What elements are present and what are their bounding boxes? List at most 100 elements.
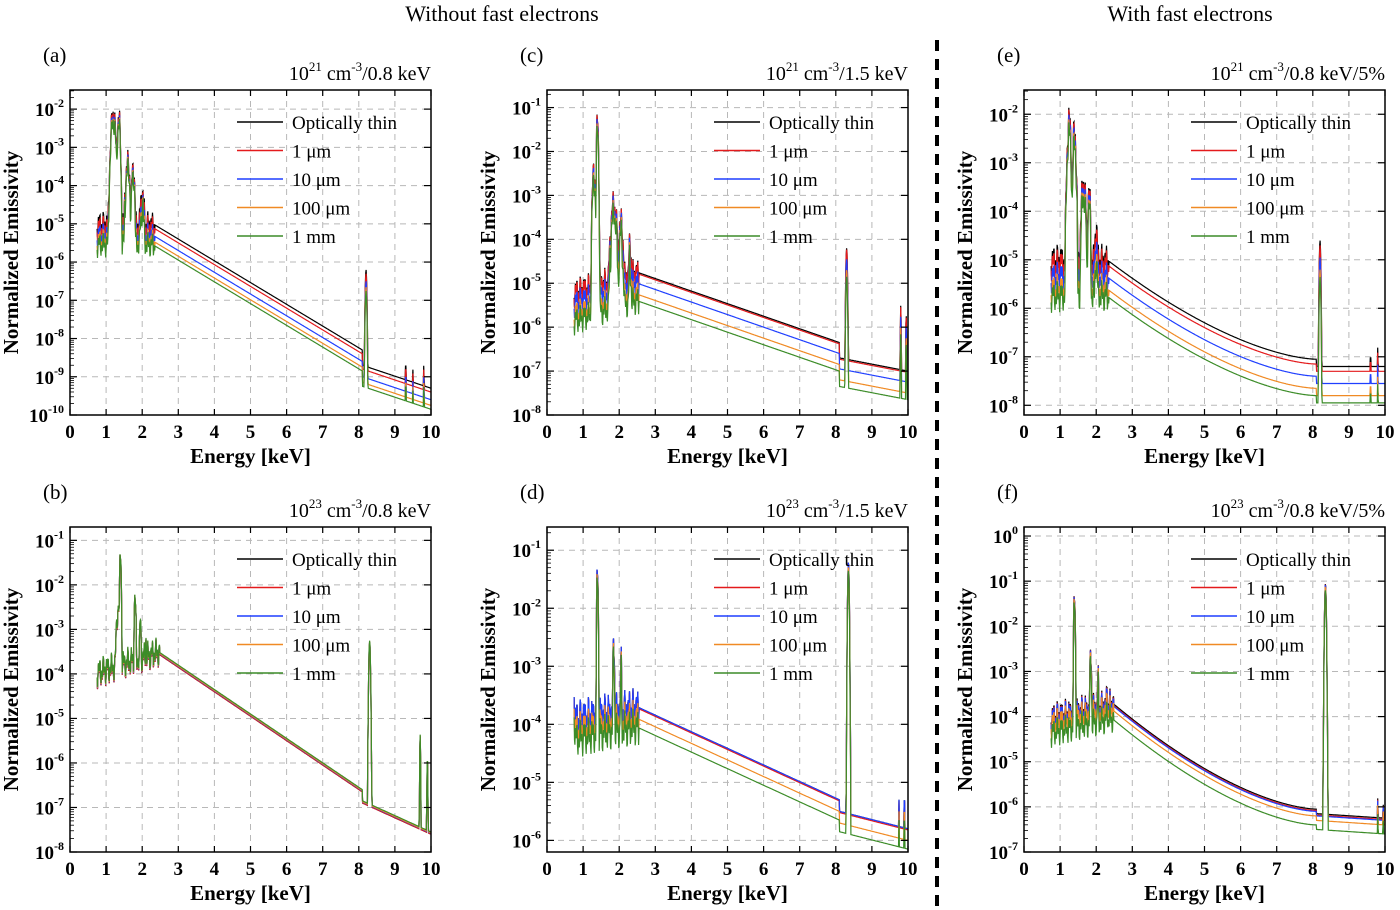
x-tick-label: 4 xyxy=(210,859,220,880)
x-tick-label: 7 xyxy=(318,859,328,880)
y-tick-label: 10-7 xyxy=(989,839,1018,864)
panel-a: 0 1 2 3 4 5 6 7 8 9 10 10-10 10-9 10-8 10-7 10-6 10-5 10-… xyxy=(0,43,441,468)
header-with-fast-electrons: With fast electrons xyxy=(1107,1,1272,26)
y-tick-label: 10-1 xyxy=(989,568,1018,593)
x-tick-label: 6 xyxy=(282,859,292,880)
legend: Optically thin 1 μm 10 μm 100 μm 1 mm xyxy=(714,113,875,248)
series-line-1 xyxy=(573,115,908,373)
x-tick-label: 3 xyxy=(651,859,661,880)
x-tick-label: 7 xyxy=(795,859,805,880)
y-tick-label: 10-2 xyxy=(989,613,1018,638)
series-line-0 xyxy=(96,110,431,389)
legend-item: 1 μm xyxy=(292,579,331,600)
x-tick-label: 6 xyxy=(282,422,292,443)
x-tick-label: 1 xyxy=(578,859,588,880)
y-tick-label: 10-5 xyxy=(35,211,64,236)
series-line-0 xyxy=(1050,107,1385,368)
y-tick-label: 10-6 xyxy=(989,794,1018,819)
x-tick-label: 8 xyxy=(831,859,841,880)
x-tick-label: 7 xyxy=(795,422,805,443)
legend-item: Optically thin xyxy=(292,113,398,134)
series-group xyxy=(96,110,431,410)
y-tick-label: 10-5 xyxy=(989,749,1018,774)
legend-item: 10 μm xyxy=(1246,607,1295,628)
x-axis-label: Energy [keV] xyxy=(190,444,311,468)
x-tick-label: 6 xyxy=(1236,859,1246,880)
series-line-3 xyxy=(573,567,908,841)
y-tick-label: 10-9 xyxy=(35,364,64,389)
x-tick-label: 0 xyxy=(65,859,75,880)
x-axis-label: Energy [keV] xyxy=(190,881,311,905)
legend-item: 1 mm xyxy=(1246,664,1290,685)
series-group xyxy=(96,554,431,835)
x-tick-label: 5 xyxy=(246,422,256,443)
panel-label: (b) xyxy=(43,480,68,504)
y-tick-label: 10-4 xyxy=(512,711,541,736)
legend-item: 10 μm xyxy=(292,170,341,191)
x-tick-label: 10 xyxy=(899,859,918,880)
legend: Optically thin 1 μm 10 μm 100 μm 1 mm xyxy=(237,550,398,685)
x-axis-label: Energy [keV] xyxy=(667,881,788,905)
x-tick-label: 8 xyxy=(354,859,364,880)
series-group xyxy=(1050,583,1385,835)
y-tick-label: 10-6 xyxy=(35,750,64,775)
legend-item: 1 μm xyxy=(769,579,808,600)
legend-item: 1 mm xyxy=(292,227,336,248)
x-tick-label: 2 xyxy=(614,859,624,880)
x-tick-label: 8 xyxy=(1308,859,1318,880)
legend-item: 1 mm xyxy=(769,664,813,685)
legend-item: 1 μm xyxy=(769,142,808,163)
panel-label: (e) xyxy=(997,43,1020,67)
x-tick-label: 10 xyxy=(422,422,441,443)
y-tick-label: 10-4 xyxy=(35,173,64,198)
series-line-0 xyxy=(96,555,431,835)
y-tick-label: 10-3 xyxy=(35,616,64,641)
series-line-4 xyxy=(96,119,431,410)
panels: 0 1 2 3 4 5 6 7 8 9 1010-1010-910-810-710-610-510-… xyxy=(0,43,1395,905)
y-tick-label: 10-10 xyxy=(29,402,64,427)
x-tick-label: 2 xyxy=(137,422,147,443)
series-line-2 xyxy=(96,115,431,401)
x-tick-label: 10 xyxy=(422,859,441,880)
x-tick-label: 8 xyxy=(1308,422,1318,443)
y-tick-label: 10-8 xyxy=(512,402,541,427)
x-tick-label: 5 xyxy=(1200,422,1210,443)
x-tick-label: 9 xyxy=(1344,859,1354,880)
y-tick-label: 10-8 xyxy=(35,839,64,864)
x-tick-label: 7 xyxy=(1272,859,1282,880)
x-tick-label: 4 xyxy=(687,859,697,880)
series-line-2 xyxy=(573,118,908,383)
y-tick-label: 10-7 xyxy=(35,794,64,819)
x-tick-label: 2 xyxy=(137,859,147,880)
legend: Optically thin 1 μm 10 μm 100 μm 1 mm xyxy=(714,550,875,685)
series-line-2 xyxy=(1050,114,1385,385)
panel-e: 0 1 2 3 4 5 6 7 8 9 10 10-8 10-7 10-6 10-5 10-4 10-3 10-2… xyxy=(953,43,1395,468)
x-tick-label: 0 xyxy=(65,422,75,443)
y-tick-label: 10-8 xyxy=(35,326,64,351)
panel-title: 1023 cm-3/1.5 keV xyxy=(766,496,909,522)
legend: Optically thin 1 μm 10 μm 100 μm 1 mm xyxy=(237,113,398,248)
legend-item: Optically thin xyxy=(1246,550,1352,571)
series-line-1 xyxy=(96,555,431,835)
legend-item: 100 μm xyxy=(769,199,827,220)
series-line-2 xyxy=(1050,584,1385,821)
legend-item: Optically thin xyxy=(769,550,875,571)
y-tick-label: 10-6 xyxy=(35,249,64,274)
y-axis-label: Normalized Emissivity xyxy=(0,587,23,791)
y-tick-label: 10-4 xyxy=(989,704,1018,729)
y-tick-label: 10-2 xyxy=(989,101,1018,126)
series-line-0 xyxy=(573,114,908,372)
y-axis-label: Normalized Emissivity xyxy=(0,150,23,354)
legend: Optically thin 1 μm 10 μm 100 μm 1 mm xyxy=(1191,113,1352,248)
y-axis-label: Normalized Emissivity xyxy=(476,150,500,354)
y-tick-label: 10-3 xyxy=(35,134,64,159)
legend-item: 1 mm xyxy=(769,227,813,248)
series-line-4 xyxy=(573,570,908,850)
x-tick-label: 0 xyxy=(542,859,552,880)
y-tick-label: 10-3 xyxy=(989,658,1018,683)
x-tick-label: 6 xyxy=(1236,422,1246,443)
legend-item: 10 μm xyxy=(769,170,818,191)
panel-label: (f) xyxy=(997,480,1018,504)
y-tick-label: 10-2 xyxy=(512,138,541,163)
